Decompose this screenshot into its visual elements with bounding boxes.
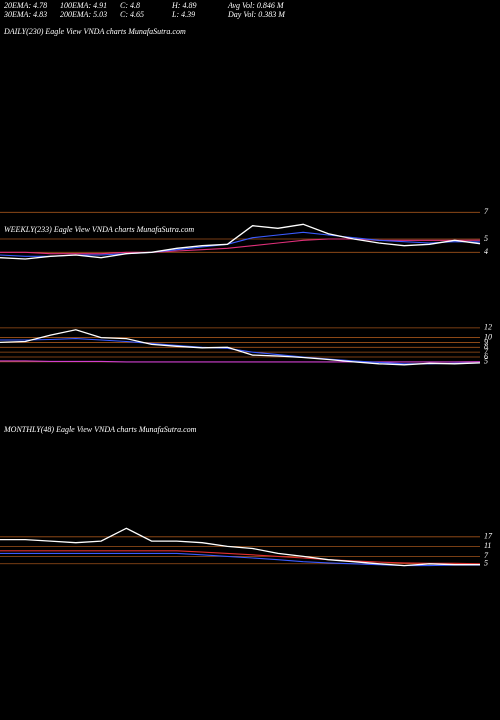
y-tick-label: 17 — [484, 532, 493, 541]
panel-title: WEEKLY(233) Eagle View VNDA charts Munaf… — [4, 225, 194, 234]
y-tick-label: 8 — [484, 342, 488, 351]
header-stat: 20EMA: 4.78 — [4, 1, 47, 10]
y-tick-label: 6 — [484, 352, 488, 361]
y-tick-label: 5 — [484, 357, 488, 366]
y-tick-label: 4 — [484, 247, 488, 256]
series-line — [0, 329, 481, 366]
y-tick-label: 5 — [484, 234, 488, 243]
header-stat: C: 4.8 — [120, 1, 140, 10]
y-tick-label: 7 — [484, 347, 489, 356]
header-stat: C: 4.65 — [120, 10, 144, 19]
header-stat: Avg Vol: 0.846 M — [227, 1, 285, 10]
series-line — [0, 223, 481, 260]
y-tick-label: 11 — [484, 541, 491, 550]
y-tick-label: 12 — [484, 323, 492, 332]
header-stat: Day Vol: 0.383 M — [227, 10, 286, 19]
panel-title: MONTHLY(48) Eagle View VNDA charts Munaf… — [3, 425, 197, 434]
header-stat: 30EMA: 4.83 — [3, 10, 47, 19]
y-tick-label: 10 — [484, 332, 492, 341]
series-line — [0, 238, 481, 255]
panel-title: DAILY(230) Eagle View VNDA charts Munafa… — [3, 27, 186, 36]
header-stat: 200EMA: 5.03 — [60, 10, 107, 19]
y-tick-label: 7 — [484, 207, 489, 216]
header-stat: L: 4.39 — [171, 10, 195, 19]
series-line — [0, 527, 480, 567]
series-line — [0, 550, 481, 565]
header-stat: H: 4.89 — [171, 1, 196, 10]
series-line — [0, 338, 481, 365]
series-line — [0, 360, 481, 363]
y-tick-label: 9 — [484, 337, 488, 346]
y-tick-label: 5 — [484, 559, 488, 568]
header-stat: 100EMA: 4.91 — [60, 1, 107, 10]
y-tick-label: 7 — [484, 551, 489, 560]
